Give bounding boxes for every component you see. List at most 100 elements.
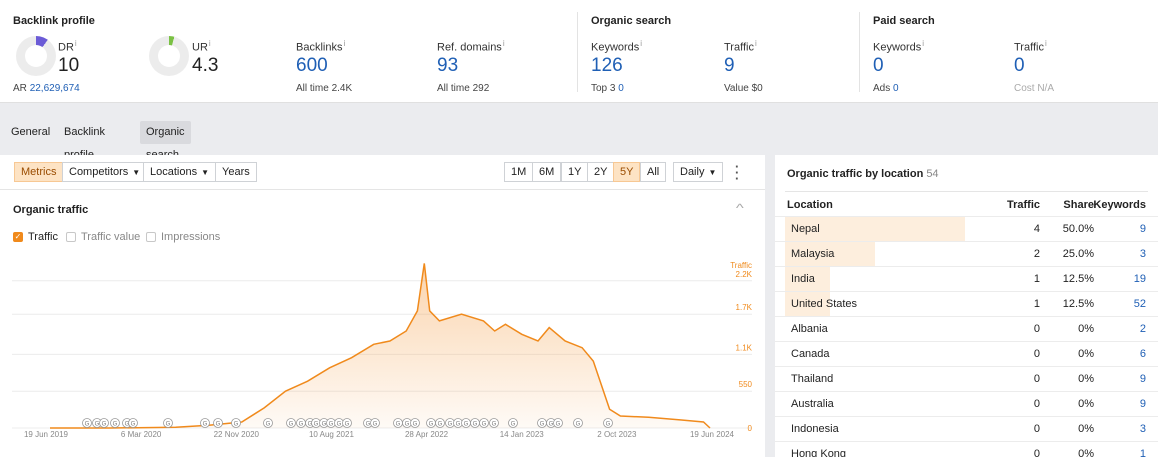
- organic-top3: Top 3 0: [591, 83, 624, 94]
- annotation-marker[interactable]: G: [82, 418, 92, 428]
- table-row[interactable]: United States 1 12.5% 52: [775, 291, 1158, 316]
- annotation-marker[interactable]: G: [508, 418, 518, 428]
- ar-value: AR 22,629,674: [13, 83, 80, 94]
- ar-link[interactable]: 22,629,674: [29, 83, 80, 94]
- keywords-link[interactable]: 3: [1139, 248, 1146, 260]
- annotation-marker[interactable]: G: [573, 418, 583, 428]
- annotation-marker[interactable]: G: [479, 418, 489, 428]
- annotation-marker[interactable]: G: [410, 418, 420, 428]
- paid-search-title: Paid search: [873, 15, 935, 27]
- range-1y-button[interactable]: 1Y: [561, 162, 589, 182]
- annotation-marker[interactable]: G: [489, 418, 499, 428]
- tab-organic-search[interactable]: Organic search: [140, 121, 191, 161]
- organic-search-title: Organic search: [591, 15, 672, 27]
- annotation-marker[interactable]: G: [363, 418, 373, 428]
- interval-dropdown[interactable]: Daily ▼: [673, 162, 724, 182]
- traffic-value-checkbox[interactable]: Traffic value: [66, 231, 140, 243]
- range-all-button[interactable]: All: [640, 162, 667, 182]
- range-6m-button[interactable]: 6M: [532, 162, 562, 182]
- annotation-marker[interactable]: G: [342, 418, 352, 428]
- info-icon[interactable]: i: [754, 39, 757, 48]
- annotation-marker[interactable]: G: [553, 418, 563, 428]
- annotation-marker[interactable]: G: [200, 418, 210, 428]
- annotation-marker[interactable]: G: [286, 418, 296, 428]
- info-icon[interactable]: i: [208, 39, 211, 48]
- keywords-link[interactable]: 9: [1139, 398, 1146, 410]
- svg-text:G: G: [482, 422, 487, 428]
- annotation-marker[interactable]: G: [231, 418, 241, 428]
- annotation-marker[interactable]: G: [163, 418, 173, 428]
- locations-dropdown[interactable]: Locations ▼: [143, 162, 217, 182]
- keywords-link[interactable]: 9: [1139, 373, 1146, 385]
- info-icon[interactable]: i: [922, 39, 925, 48]
- backlinks-label: Backlinksi: [296, 39, 346, 54]
- keywords-link[interactable]: 1: [1139, 448, 1146, 457]
- paid-keywords-value[interactable]: 0: [873, 55, 884, 76]
- table-row[interactable]: Thailand 0 0% 9: [775, 366, 1158, 391]
- x-tick-label: 28 Apr 2022: [405, 430, 449, 439]
- info-icon[interactable]: i: [1044, 39, 1047, 48]
- keywords-link[interactable]: 19: [1133, 273, 1146, 285]
- keywords-link[interactable]: 6: [1139, 348, 1146, 360]
- table-row[interactable]: Canada 0 0% 6: [775, 341, 1158, 366]
- keywords-link[interactable]: 52: [1133, 298, 1146, 310]
- range-1m-button[interactable]: 1M: [504, 162, 534, 182]
- annotation-marker[interactable]: G: [370, 418, 380, 428]
- info-icon[interactable]: i: [343, 39, 346, 48]
- annotation-marker[interactable]: G: [461, 418, 471, 428]
- annotation-marker[interactable]: G: [99, 418, 109, 428]
- x-tick-label: 14 Jan 2023: [500, 430, 545, 439]
- annotation-marker[interactable]: G: [296, 418, 306, 428]
- keywords-link[interactable]: 9: [1139, 223, 1146, 235]
- ref-domains-value[interactable]: 93: [437, 55, 459, 76]
- competitors-dropdown[interactable]: Competitors ▼: [62, 162, 148, 182]
- table-row[interactable]: Australia 0 0% 9: [775, 391, 1158, 416]
- paid-traffic-value[interactable]: 0: [1014, 55, 1025, 76]
- annotation-marker[interactable]: G: [435, 418, 445, 428]
- keywords-link[interactable]: 3: [1139, 423, 1146, 435]
- info-icon[interactable]: i: [502, 39, 505, 48]
- info-icon[interactable]: i: [640, 39, 643, 48]
- annotation-marker[interactable]: G: [213, 418, 223, 428]
- traffic-checkbox[interactable]: ✓ Traffic: [13, 231, 58, 243]
- annotation-marker[interactable]: G: [393, 418, 403, 428]
- table-row[interactable]: Malaysia 2 25.0% 3: [775, 241, 1158, 266]
- backlinks-value[interactable]: 600: [296, 55, 328, 76]
- range-2y-button[interactable]: 2Y: [587, 162, 615, 182]
- annotation-marker[interactable]: G: [470, 418, 480, 428]
- organic-keywords-value[interactable]: 126: [591, 55, 623, 76]
- range-5y-button[interactable]: 5Y: [613, 162, 641, 182]
- annotation-marker[interactable]: G: [603, 418, 613, 428]
- column-header-keywords[interactable]: Keywords: [1093, 199, 1146, 211]
- tab-general[interactable]: General: [11, 126, 51, 138]
- organic-traffic-value[interactable]: 9: [724, 55, 735, 76]
- column-header-location[interactable]: Location: [787, 199, 833, 211]
- table-row[interactable]: Hong Kong 0 0% 1: [775, 441, 1158, 457]
- table-row[interactable]: Indonesia 0 0% 3: [775, 416, 1158, 441]
- chevron-up-icon[interactable]: ^: [735, 201, 744, 215]
- svg-text:G: G: [113, 422, 118, 428]
- annotation-marker[interactable]: G: [402, 418, 412, 428]
- tab-backlink-profile[interactable]: Backlink profile: [64, 126, 105, 161]
- more-vertical-icon[interactable]: · · ·: [735, 159, 740, 186]
- annotation-marker[interactable]: G: [537, 418, 547, 428]
- keywords-link[interactable]: 2: [1139, 323, 1146, 335]
- table-row[interactable]: India 1 12.5% 19: [775, 266, 1158, 291]
- column-header-traffic[interactable]: Traffic: [1006, 199, 1040, 211]
- svg-text:G: G: [216, 422, 221, 428]
- x-axis-ticks: 19 Jun 2019 6 Mar 2020 22 Nov 2020 10 Aug 2…: [24, 430, 735, 439]
- years-button[interactable]: Years: [215, 162, 257, 182]
- annotation-marker[interactable]: G: [128, 418, 138, 428]
- metrics-button[interactable]: Metrics: [14, 162, 64, 182]
- info-icon[interactable]: i: [74, 39, 77, 48]
- annotation-marker[interactable]: G: [426, 418, 436, 428]
- table-row[interactable]: Nepal 4 50.0% 9: [775, 216, 1158, 241]
- annotation-marker[interactable]: G: [110, 418, 120, 428]
- column-header-share[interactable]: Share: [1063, 199, 1094, 211]
- svg-text:G: G: [299, 422, 304, 428]
- annotation-marker[interactable]: G: [263, 418, 273, 428]
- table-row[interactable]: Albania 0 0% 2: [775, 316, 1158, 341]
- impressions-checkbox[interactable]: Impressions: [146, 231, 220, 243]
